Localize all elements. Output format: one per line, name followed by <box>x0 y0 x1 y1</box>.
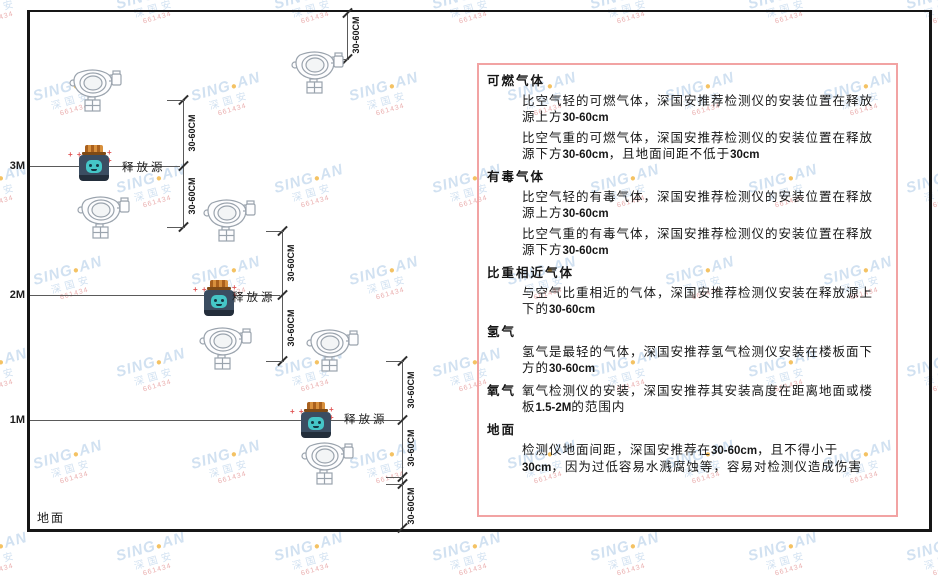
watermark-cn: 深国安 <box>923 550 938 573</box>
watermark-red: 661434 <box>932 562 938 578</box>
room-frame <box>27 10 932 532</box>
watermark-cn: 深国安 <box>133 550 177 573</box>
dimension-label: 30-60CM <box>286 309 296 347</box>
installation-diagram: 3M 2M 1M 地面 30-60CM 30-60CM 30-60CM 30-6… <box>0 0 938 541</box>
section-combustible-gas: 可燃气体 比空气轻的可燃气体，深国安推荐检测仪的安装位置在释放源上方30-60c… <box>487 73 886 163</box>
dimension-label: 30-60CM <box>406 487 416 525</box>
watermark-red: 661434 <box>616 562 647 578</box>
section-paragraph: 氢气是最轻的气体，深国安推荐氢气检测仪安装在楼板面下方的30-60cm <box>522 345 874 375</box>
release-source-label: 释放源 <box>344 414 388 426</box>
watermark-red: 661434 <box>458 562 489 578</box>
watermark-cn: 深国安 <box>0 550 19 573</box>
watermark-dot-icon: ● <box>154 540 165 553</box>
dimension-bar <box>266 231 284 232</box>
section-paragraph: 检测仪地面间距，深国安推荐在30-60cm，且不得小于30cm，因为过低容易水溅… <box>522 443 862 474</box>
section-oxygen: 氧气 氧气检测仪的安装，深国安推荐其安装高度在距离地面或楼板1.5-2M的范围内 <box>487 383 886 416</box>
release-source-icon <box>201 280 237 318</box>
height-label-3m: 3M <box>9 160 25 172</box>
section-heading: 氢气 <box>487 325 517 339</box>
release-source-icon <box>298 402 334 440</box>
gas-detector-icon <box>303 326 359 372</box>
dimension-label: 30-60CM <box>406 371 416 409</box>
dimension-label: 30-60CM <box>286 244 296 282</box>
gas-detector-icon <box>66 66 122 112</box>
gas-detector-icon <box>196 324 252 370</box>
watermark-dot-icon: ● <box>628 540 639 553</box>
dimension-bar <box>386 477 404 478</box>
dimension-bar <box>167 227 185 228</box>
source-face-icon <box>86 160 102 173</box>
gas-detector-icon <box>298 439 354 485</box>
watermark-cn: 深国安 <box>765 550 809 573</box>
height-label-2m: 2M <box>9 289 25 301</box>
section-hydrogen: 氢气 氢气是最轻的气体，深国安推荐氢气检测仪安装在楼板面下方的30-60cm <box>487 324 886 377</box>
dimension-bar <box>386 361 404 362</box>
dimension-bar <box>266 361 284 362</box>
section-heading: 比重相近气体 <box>487 266 575 280</box>
section-toxic-gas: 有毒气体 比空气轻的有毒气体，深国安推荐检测仪的安装位置在释放源上方30-60c… <box>487 169 886 259</box>
section-ground: 地面 检测仪地面间距，深国安推荐在30-60cm，且不得小于30cm，因为过低容… <box>487 422 886 476</box>
section-paragraph: 比空气轻的可燃气体，深国安推荐检测仪的安装位置在释放源上方30-60cm <box>522 94 874 124</box>
gas-detector-icon <box>288 48 344 94</box>
release-source-icon <box>76 145 112 183</box>
dimension-label: 30-60CM <box>351 16 361 54</box>
watermark-cn: 深国安 <box>607 550 651 573</box>
dimension-bar <box>386 484 404 485</box>
section-heading: 地面 <box>487 423 517 437</box>
gas-detector-icon <box>200 196 256 242</box>
dimension-bar <box>167 100 185 101</box>
dimension-label: 30-60CM <box>187 114 197 152</box>
source-brim <box>82 152 106 155</box>
section-paragraph: 与空气比重相近的气体，深国安推荐检测仪安装在释放源上下的30-60cm <box>522 286 874 316</box>
section-paragraph: 氧气检测仪的安装，深国安推荐其安装高度在距离地面或楼板1.5-2M的范围内 <box>522 384 874 414</box>
watermark-dot-icon: ● <box>0 540 7 553</box>
watermark-cn: 深国安 <box>291 550 335 573</box>
height-label-1m: 1M <box>9 414 25 426</box>
watermark-red: 661434 <box>0 562 15 578</box>
watermark-cn: 深国安 <box>449 550 493 573</box>
gas-detector-icon <box>74 193 130 239</box>
section-heading: 有毒气体 <box>487 170 546 184</box>
section-heading: 氧气 <box>487 384 517 398</box>
section-paragraph: 比空气轻的有毒气体，深国安推荐检测仪的安装位置在释放源上方30-60cm <box>522 190 874 220</box>
watermark-dot-icon: ● <box>312 540 323 553</box>
release-source-label: 释放源 <box>232 292 276 304</box>
source-cap <box>85 145 103 153</box>
watermark-red: 661434 <box>142 562 173 578</box>
watermark-dot-icon: ● <box>786 540 797 553</box>
section-paragraph: 比空气重的有毒气体，深国安推荐检测仪的安装位置在释放源下方30-60cm <box>522 227 874 257</box>
level-line-2m <box>30 295 280 296</box>
release-source-label: 释放源 <box>122 162 166 174</box>
dimension-line <box>347 12 348 60</box>
dimension-label: 30-60CM <box>406 429 416 467</box>
watermark-red: 661434 <box>300 562 331 578</box>
level-line-1m <box>30 420 400 421</box>
watermark-dot-icon: ● <box>470 540 481 553</box>
section-heading: 可燃气体 <box>487 74 546 88</box>
info-panel: 可燃气体 比空气轻的可燃气体，深国安推荐检测仪的安装位置在释放源上方30-60c… <box>477 63 898 517</box>
section-paragraph: 比空气重的可燃气体，深国安推荐检测仪的安装位置在释放源下方30-60cm，且地面… <box>522 131 874 161</box>
dimension-label: 30-60CM <box>187 177 197 215</box>
dimension-line <box>402 361 403 529</box>
ground-label: 地面 <box>37 511 66 525</box>
section-similar-density-gas: 比重相近气体 与空气比重相近的气体，深国安推荐检测仪安装在释放源上下的30-60… <box>487 265 886 318</box>
watermark-red: 661434 <box>774 562 805 578</box>
